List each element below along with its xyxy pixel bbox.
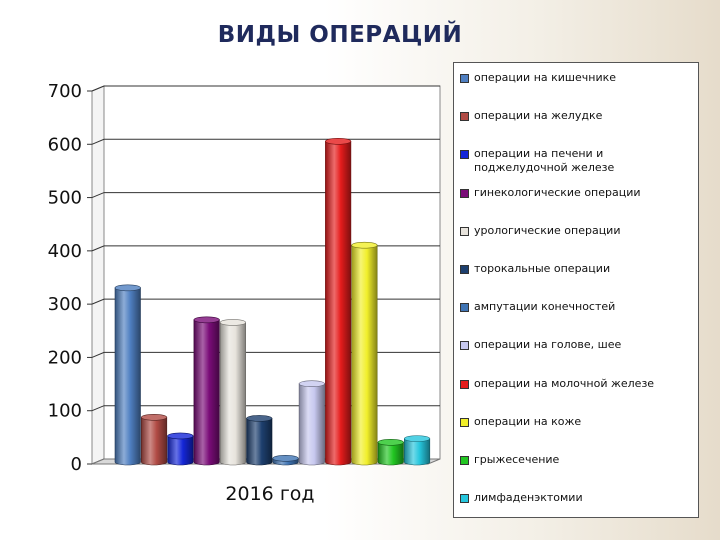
legend-item: операции на молочной железе: [460, 377, 694, 391]
bar-5: [219, 322, 246, 466]
legend-label: ампутации конечностей: [474, 300, 616, 314]
side-wall: [91, 85, 105, 465]
legend-swatch: [460, 417, 469, 427]
bar-top-8: [298, 380, 325, 388]
legend-label: операции на голове, шее: [474, 338, 622, 352]
bar-top-9: [325, 137, 352, 145]
y-tick-label: 700: [48, 81, 82, 102]
legend-label: грыжесечение: [474, 453, 560, 466]
legend-label: торокальные операции: [474, 262, 611, 275]
legend-swatch: [460, 379, 469, 389]
legend-swatch: [460, 456, 469, 465]
chart-legend: операции на кишечнике операции на желудке…: [453, 62, 699, 518]
bar-2: [141, 417, 168, 466]
bar-9: [325, 140, 352, 466]
legend-item: операции на коже: [460, 415, 694, 429]
chart-title: ВИДЫ ОПЕРАЦИЙ: [217, 22, 463, 48]
x-category-label: 2016 год: [225, 483, 314, 505]
bar-4: [193, 319, 220, 466]
legend-label: операции на молочной железе: [474, 376, 655, 390]
legend-label: операции на кишечнике: [474, 71, 617, 84]
legend-swatch: [460, 74, 469, 83]
bar-top-5: [219, 319, 246, 326]
y-tick-label: 200: [48, 347, 82, 368]
legend-item: лимфаденэктомии: [460, 491, 694, 505]
gridline: [91, 85, 440, 92]
legend-swatch: [460, 265, 469, 274]
bar-top-11: [377, 439, 404, 446]
legend-label: операции на желудке: [474, 109, 603, 123]
legend-item: операции на желудке: [460, 109, 694, 123]
legend-swatch: [460, 341, 469, 351]
back-wall: [103, 85, 441, 460]
bar-top-1: [114, 284, 141, 292]
bar-10: [351, 244, 378, 466]
legend-item: операции на голове, шее: [460, 338, 694, 352]
y-tick-label: 400: [48, 241, 82, 262]
y-tick-label: 600: [48, 134, 82, 155]
bar-top-4: [193, 316, 220, 324]
bar-11: [377, 442, 404, 466]
bar-top-6: [246, 415, 273, 422]
y-tick-label: 100: [48, 401, 82, 422]
y-tick-label: 300: [48, 294, 82, 315]
legend-item: операции на кишечнике: [460, 71, 694, 85]
bar-top-3: [167, 432, 194, 440]
legend-swatch: [460, 188, 469, 198]
bar-1: [114, 287, 141, 466]
legend-item: операции на печени и поджелудочной желез…: [460, 147, 694, 175]
bar-top-10: [351, 241, 378, 249]
bar-8: [298, 383, 325, 466]
legend-swatch: [460, 226, 469, 236]
legend-item: ампутации конечностей: [460, 300, 694, 314]
legend-label: лимфаденэктомии: [474, 491, 583, 505]
bar-6: [246, 418, 273, 466]
legend-item: торокальные операции: [460, 262, 694, 276]
legend-swatch: [460, 494, 469, 504]
bar-12: [404, 438, 431, 466]
y-tick-label: 0: [71, 454, 82, 475]
legend-swatch: [460, 150, 469, 160]
y-tick-label: 500: [48, 188, 82, 209]
legend-swatch: [460, 112, 469, 122]
legend-label: операции на коже: [474, 414, 582, 428]
legend-label: операции на печени и поджелудочной желез…: [474, 147, 615, 175]
legend-swatch: [460, 303, 469, 313]
legend-label: гинекологические операции: [474, 185, 641, 199]
bar-3: [167, 435, 194, 466]
legend-item: грыжесечение: [460, 453, 694, 467]
legend-item: урологические операции: [460, 224, 694, 238]
legend-item: гинекологические операции: [460, 186, 694, 200]
bar-top-7: [272, 455, 299, 462]
bar-top-2: [141, 414, 168, 421]
bar-top-12: [403, 435, 431, 442]
legend-label: урологические операции: [474, 223, 621, 237]
